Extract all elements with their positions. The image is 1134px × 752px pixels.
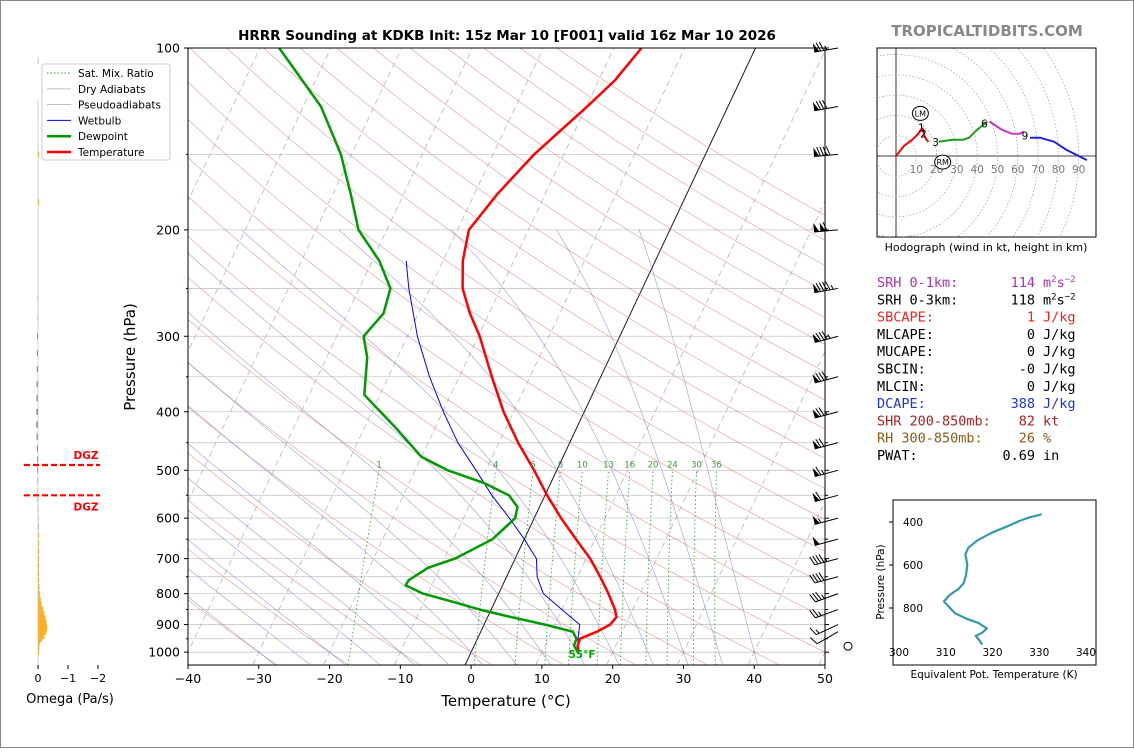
figure-frame (0, 0, 1134, 748)
